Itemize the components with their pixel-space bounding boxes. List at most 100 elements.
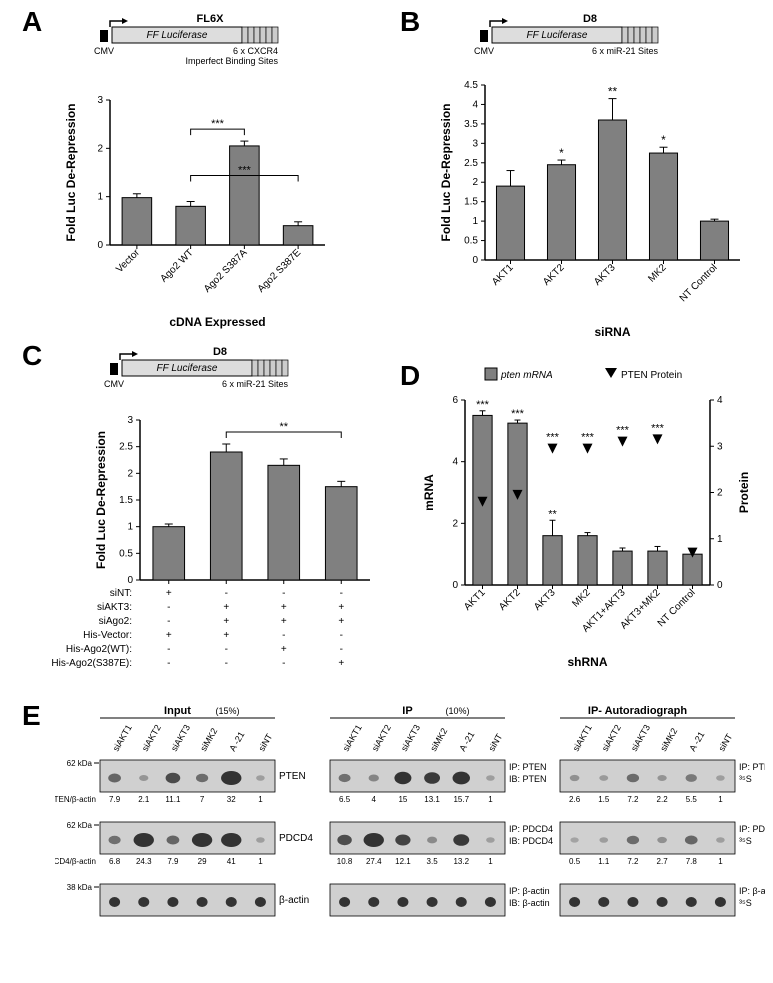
svg-text:siAKT2: siAKT2	[370, 723, 393, 753]
svg-text:7.9: 7.9	[167, 857, 179, 866]
construct-a: FL6X FF Luciferase CMV 6 x CXCR4 Imperfe…	[90, 12, 340, 67]
svg-text:***: ***	[511, 408, 525, 420]
svg-text:PDCD4: PDCD4	[279, 833, 313, 844]
svg-text:CMV: CMV	[104, 379, 124, 389]
svg-text:2: 2	[127, 468, 133, 479]
svg-text:shRNA: shRNA	[567, 655, 607, 669]
svg-text:2.5: 2.5	[464, 158, 478, 169]
panel-label-a: A	[22, 6, 42, 38]
svg-text:62 kDa: 62 kDa	[67, 821, 93, 830]
svg-text:+: +	[281, 602, 287, 613]
svg-text:+: +	[338, 602, 344, 613]
svg-text:3: 3	[97, 95, 103, 106]
svg-text:7.8: 7.8	[686, 857, 698, 866]
svg-text:7: 7	[200, 795, 205, 804]
svg-text:+: +	[223, 616, 229, 627]
svg-text:AKT2: AKT2	[497, 587, 523, 613]
svg-text:³⁵S: ³⁵S	[739, 774, 752, 784]
svg-text:4: 4	[717, 395, 723, 406]
construct-b-gene: FF Luciferase	[527, 30, 588, 41]
svg-text:-: -	[167, 658, 170, 669]
svg-text:6 x CXCR4: 6 x CXCR4	[233, 46, 278, 56]
svg-text:41: 41	[227, 857, 236, 866]
svg-text:NT Control: NT Control	[656, 587, 698, 629]
svg-text:0: 0	[127, 575, 133, 586]
svg-text:2: 2	[452, 518, 458, 529]
svg-text:PTEN: PTEN	[279, 771, 306, 782]
svg-text:Vector: Vector	[114, 247, 142, 275]
svg-text:6: 6	[452, 395, 458, 406]
svg-text:*: *	[559, 146, 564, 160]
svg-text:29: 29	[198, 857, 207, 866]
svg-text:Fold Luc De-Repression: Fold Luc De-Repression	[94, 431, 108, 569]
svg-text:AKT1: AKT1	[490, 262, 516, 288]
svg-text:siAKT3: siAKT3	[629, 723, 652, 753]
svg-text:Imperfect Binding Sites: Imperfect Binding Sites	[185, 56, 278, 66]
svg-text:*: *	[661, 133, 666, 147]
svg-text:11.1: 11.1	[165, 795, 181, 804]
svg-text:IP: IP	[402, 705, 412, 717]
svg-text:-: -	[282, 658, 285, 669]
svg-text:38 kDa: 38 kDa	[67, 883, 93, 892]
svg-text:62 kDa: 62 kDa	[67, 759, 93, 768]
svg-text:32: 32	[227, 795, 236, 804]
svg-text:1: 1	[488, 795, 493, 804]
svg-text:Fold Luc De-Repression: Fold Luc De-Repression	[64, 103, 78, 241]
svg-text:His-Ago2(WT):: His-Ago2(WT):	[66, 644, 132, 655]
svg-text:24.3: 24.3	[136, 857, 152, 866]
svg-text:A -21: A -21	[687, 730, 706, 753]
svg-text:IB: PDCD4: IB: PDCD4	[509, 836, 553, 846]
gel-panel-e: Input(15%)siAKT1siAKT2siAKT3siMK2A -21si…	[55, 700, 765, 980]
svg-text:Ago2 S387E: Ago2 S387E	[256, 247, 304, 295]
svg-text:PTEN Protein: PTEN Protein	[621, 370, 682, 381]
svg-text:6 x miR-21 Sites: 6 x miR-21 Sites	[592, 46, 659, 56]
svg-text:1: 1	[717, 534, 723, 545]
svg-text:**: **	[548, 508, 557, 520]
svg-text:1: 1	[472, 216, 478, 227]
svg-text:***: ***	[546, 432, 560, 444]
svg-text:PDCD4/β-actin: PDCD4/β-actin	[55, 857, 96, 866]
svg-text:IP: PTEN: IP: PTEN	[509, 762, 547, 772]
svg-text:2: 2	[472, 177, 478, 188]
construct-a-promoter: CMV	[94, 46, 114, 56]
svg-text:siAKT3: siAKT3	[169, 723, 192, 753]
svg-text:³⁵S: ³⁵S	[739, 836, 752, 846]
svg-text:***: ***	[476, 399, 490, 411]
svg-text:0: 0	[452, 580, 458, 591]
svg-text:2.2: 2.2	[657, 795, 669, 804]
svg-text:-: -	[340, 630, 343, 641]
svg-text:siNT: siNT	[256, 732, 274, 753]
svg-text:13.1: 13.1	[424, 795, 440, 804]
svg-text:IP: PDCD4: IP: PDCD4	[739, 824, 765, 834]
svg-text:+: +	[338, 616, 344, 627]
svg-text:10.8: 10.8	[337, 857, 353, 866]
svg-text:2.1: 2.1	[138, 795, 150, 804]
svg-text:5.5: 5.5	[686, 795, 698, 804]
svg-text:0.5: 0.5	[464, 236, 478, 247]
svg-text:FF Luciferase: FF Luciferase	[157, 363, 218, 374]
svg-text:3.5: 3.5	[427, 857, 439, 866]
construct-b: D8 FF Luciferase CMV 6 x miR-21 Sites	[470, 12, 720, 57]
svg-text:***: ***	[238, 165, 252, 177]
svg-text:3.5: 3.5	[464, 119, 478, 130]
svg-text:-: -	[282, 588, 285, 599]
svg-text:Ago2 WT: Ago2 WT	[158, 247, 195, 284]
svg-text:A -21: A -21	[227, 730, 246, 753]
svg-text:His-Vector:: His-Vector:	[83, 630, 132, 641]
svg-text:***: ***	[211, 118, 225, 130]
svg-text:15: 15	[398, 795, 407, 804]
svg-text:**: **	[279, 421, 288, 433]
svg-text:siAKT1: siAKT1	[341, 723, 364, 753]
svg-text:12.1: 12.1	[395, 857, 411, 866]
svg-text:**: **	[608, 85, 618, 99]
svg-text:+: +	[281, 616, 287, 627]
svg-text:4: 4	[372, 795, 377, 804]
svg-text:β-actin: β-actin	[279, 895, 309, 906]
svg-text:siAKT3:: siAKT3:	[97, 602, 132, 613]
svg-text:7.2: 7.2	[627, 857, 639, 866]
svg-text:NT Control: NT Control	[678, 262, 720, 304]
svg-text:-: -	[282, 630, 285, 641]
construct-a-name: FL6X	[197, 13, 225, 25]
svg-text:+: +	[281, 644, 287, 655]
chart-a: 0123Fold Luc De-RepressionVectorAgo2 WTA…	[55, 80, 335, 330]
